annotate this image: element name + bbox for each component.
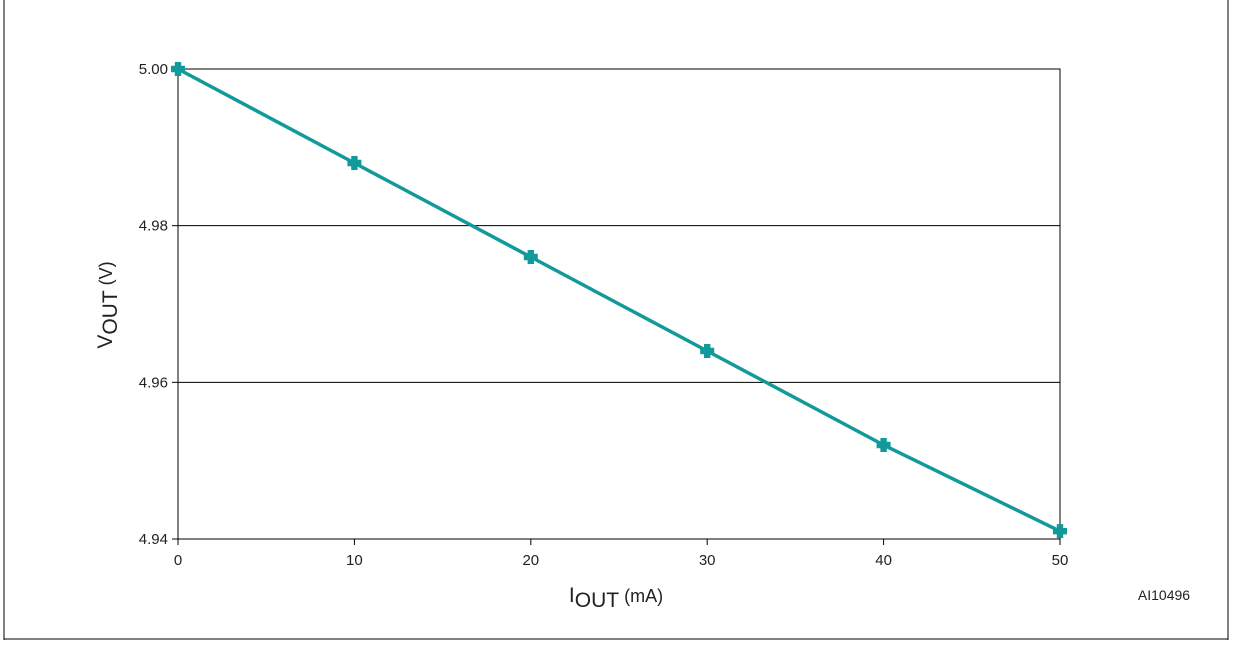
x-tick-label: 0 — [174, 552, 182, 569]
figure-code: AI10496 — [1138, 587, 1190, 603]
y-axis-ticks: 4.94 4.96 4.98 5.00 — [139, 61, 178, 548]
grid-lines — [178, 225, 1060, 383]
y-tick-label: 4.98 — [139, 218, 168, 235]
data-point-marker — [347, 156, 362, 170]
y-tick-label: 4.96 — [139, 374, 168, 391]
y-tick-label: 4.94 — [139, 531, 168, 548]
y-tick-label: 5.00 — [139, 61, 168, 78]
y-axis-label: VOUT (V) — [94, 261, 122, 348]
data-point-marker — [523, 250, 538, 264]
x-tick-label: 10 — [346, 552, 363, 569]
series-group — [171, 62, 1067, 539]
data-point-marker — [700, 344, 715, 358]
x-axis-ticks: 0 10 20 30 40 50 — [174, 539, 1069, 569]
plot-area — [177, 68, 1061, 540]
data-point-marker — [1053, 524, 1067, 539]
x-axis-label: IOUT (mA) — [569, 584, 663, 612]
x-tick-label: 50 — [1052, 552, 1069, 569]
x-tick-label: 30 — [699, 552, 716, 569]
data-point-marker — [876, 438, 891, 452]
data-point-marker — [171, 62, 185, 76]
x-tick-label: 40 — [875, 552, 892, 569]
x-tick-label: 20 — [522, 552, 539, 569]
series-line — [177, 67, 1061, 533]
